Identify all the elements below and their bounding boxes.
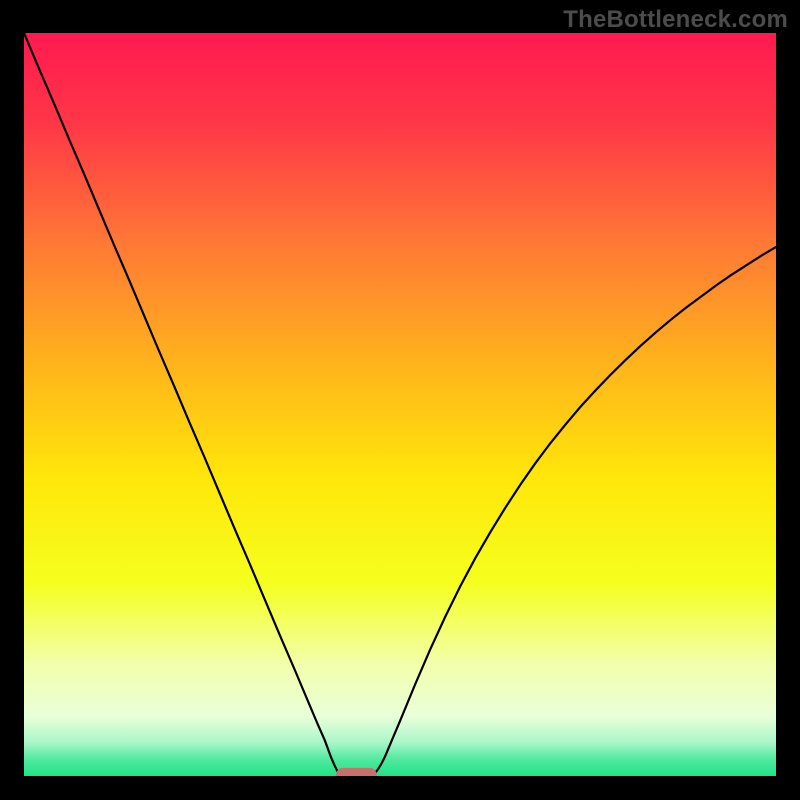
bottleneck-curve-segment xyxy=(374,247,776,775)
bottleneck-curve-segment xyxy=(24,33,340,775)
chart-container: TheBottleneck.com xyxy=(0,0,800,800)
curve-overlay xyxy=(0,0,800,800)
optimum-marker xyxy=(336,768,377,784)
